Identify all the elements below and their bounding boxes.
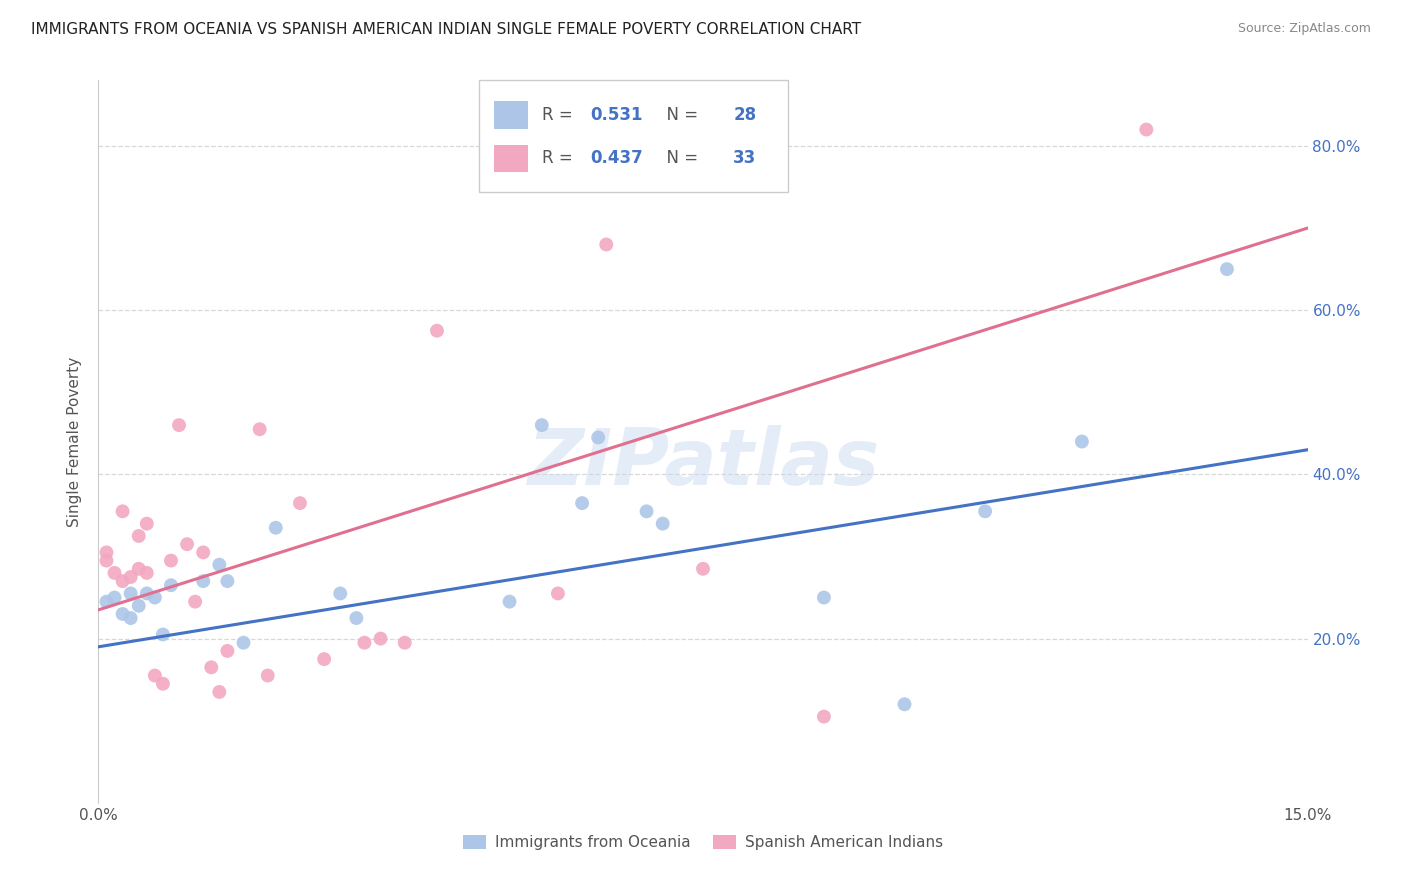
Point xyxy=(370,632,392,646)
Point xyxy=(329,586,352,600)
Point xyxy=(249,422,271,436)
Point xyxy=(208,558,231,572)
Bar xyxy=(494,145,527,172)
Point xyxy=(167,418,190,433)
Point xyxy=(128,599,150,613)
Point xyxy=(152,677,174,691)
Point xyxy=(1135,122,1157,136)
Text: 0.437: 0.437 xyxy=(591,149,644,168)
Text: IMMIGRANTS FROM OCEANIA VS SPANISH AMERICAN INDIAN SINGLE FEMALE POVERTY CORRELA: IMMIGRANTS FROM OCEANIA VS SPANISH AMERI… xyxy=(31,22,860,37)
Point xyxy=(974,504,997,518)
Point xyxy=(96,545,118,559)
Point xyxy=(193,545,215,559)
Point xyxy=(184,594,207,608)
Text: ZIPatlas: ZIPatlas xyxy=(527,425,879,501)
Point xyxy=(135,566,157,580)
Point xyxy=(111,504,134,518)
Point xyxy=(353,636,375,650)
Legend: Immigrants from Oceania, Spanish American Indians: Immigrants from Oceania, Spanish America… xyxy=(457,830,949,856)
Bar xyxy=(494,101,527,128)
Point xyxy=(128,562,150,576)
Point xyxy=(232,636,254,650)
Point xyxy=(160,553,183,567)
FancyBboxPatch shape xyxy=(479,80,787,193)
Point xyxy=(426,324,449,338)
Point xyxy=(586,430,609,444)
Point xyxy=(256,668,278,682)
Point xyxy=(103,566,125,580)
Point xyxy=(160,578,183,592)
Point xyxy=(103,591,125,605)
Point xyxy=(193,574,215,588)
Point xyxy=(120,586,142,600)
Point xyxy=(813,709,835,723)
Point xyxy=(571,496,593,510)
Text: N =: N = xyxy=(655,106,703,124)
Point xyxy=(498,594,520,608)
Text: N =: N = xyxy=(655,149,703,168)
Point xyxy=(651,516,673,531)
Point xyxy=(288,496,311,510)
Point xyxy=(813,591,835,605)
Point xyxy=(547,586,569,600)
Text: 33: 33 xyxy=(734,149,756,168)
Point xyxy=(135,586,157,600)
Point xyxy=(96,553,118,567)
Point xyxy=(200,660,222,674)
Point xyxy=(636,504,658,518)
Point xyxy=(595,237,617,252)
Point xyxy=(344,611,367,625)
Point xyxy=(1070,434,1092,449)
Point xyxy=(208,685,231,699)
Point xyxy=(692,562,714,576)
Text: 0.531: 0.531 xyxy=(591,106,643,124)
Point xyxy=(111,607,134,621)
Point xyxy=(111,574,134,588)
Point xyxy=(135,516,157,531)
Point xyxy=(143,591,166,605)
Point xyxy=(176,537,198,551)
Y-axis label: Single Female Poverty: Single Female Poverty xyxy=(67,357,83,526)
Point xyxy=(120,611,142,625)
Point xyxy=(893,698,915,712)
Point xyxy=(143,668,166,682)
Point xyxy=(530,418,553,433)
Point xyxy=(264,521,287,535)
Point xyxy=(217,574,239,588)
Point xyxy=(128,529,150,543)
Text: R =: R = xyxy=(543,106,578,124)
Point xyxy=(1216,262,1239,277)
Text: Source: ZipAtlas.com: Source: ZipAtlas.com xyxy=(1237,22,1371,36)
Point xyxy=(217,644,239,658)
Text: 28: 28 xyxy=(734,106,756,124)
Point xyxy=(314,652,336,666)
Point xyxy=(96,594,118,608)
Point xyxy=(120,570,142,584)
Point xyxy=(152,627,174,641)
Point xyxy=(394,636,416,650)
Text: R =: R = xyxy=(543,149,578,168)
